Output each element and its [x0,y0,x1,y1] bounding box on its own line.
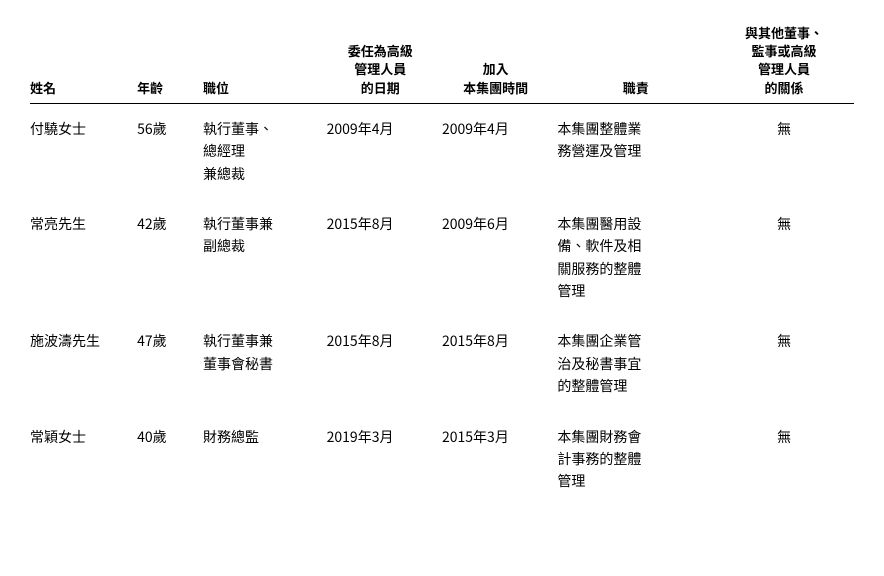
cell-position: 執行董事兼副總裁 [203,199,327,317]
col-header-relation: 與其他董事、監事或高級管理人員的關係 [722,20,854,103]
table-header-row: 姓名 年齡 職位 委任為高級管理人員的日期 加入本集團時間 職責 與其他董事、監… [30,20,854,103]
col-header-join: 加入本集團時間 [442,20,557,103]
cell-age: 42歲 [137,199,203,317]
cell-appoint: 2015年8月 [327,316,442,411]
cell-relation: 無 [722,103,854,199]
cell-position: 財務總監 [203,412,327,507]
cell-appoint: 2015年8月 [327,199,442,317]
cell-relation: 無 [722,412,854,507]
cell-age: 40歲 [137,412,203,507]
table-body: 付驍女士 56歲 執行董事、總經理兼總裁 2009年4月 2009年4月 本集團… [30,103,854,507]
table-row: 付驍女士 56歲 執行董事、總經理兼總裁 2009年4月 2009年4月 本集團… [30,103,854,199]
col-header-position: 職位 [203,20,327,103]
table-row: 施波濤先生 47歲 執行董事兼董事會秘書 2015年8月 2015年8月 本集團… [30,316,854,411]
cell-join: 2015年8月 [442,316,557,411]
cell-age: 56歲 [137,103,203,199]
table-row: 常穎女士 40歲 財務總監 2019年3月 2015年3月 本集團財務會計事務的… [30,412,854,507]
cell-appoint: 2019年3月 [327,412,442,507]
cell-position: 執行董事、總經理兼總裁 [203,103,327,199]
cell-relation: 無 [722,199,854,317]
cell-join: 2015年3月 [442,412,557,507]
cell-age: 47歲 [137,316,203,411]
cell-appoint: 2009年4月 [327,103,442,199]
col-header-appoint: 委任為高級管理人員的日期 [327,20,442,103]
cell-duty: 本集團企業管治及秘書事宜的整體管理 [557,316,722,411]
cell-join: 2009年6月 [442,199,557,317]
col-header-duty: 職責 [557,20,722,103]
col-header-name: 姓名 [30,20,137,103]
table-row: 常亮先生 42歲 執行董事兼副總裁 2015年8月 2009年6月 本集團醫用設… [30,199,854,317]
cell-position: 執行董事兼董事會秘書 [203,316,327,411]
cell-name: 付驍女士 [30,103,137,199]
col-header-age: 年齡 [137,20,203,103]
cell-name: 施波濤先生 [30,316,137,411]
cell-join: 2009年4月 [442,103,557,199]
cell-name: 常穎女士 [30,412,137,507]
cell-duty: 本集團醫用設備、軟件及相關服務的整體管理 [557,199,722,317]
management-table: 姓名 年齡 職位 委任為高級管理人員的日期 加入本集團時間 職責 與其他董事、監… [30,20,854,507]
cell-duty: 本集團財務會計事務的整體管理 [557,412,722,507]
cell-duty: 本集團整體業務營運及管理 [557,103,722,199]
cell-name: 常亮先生 [30,199,137,317]
cell-relation: 無 [722,316,854,411]
